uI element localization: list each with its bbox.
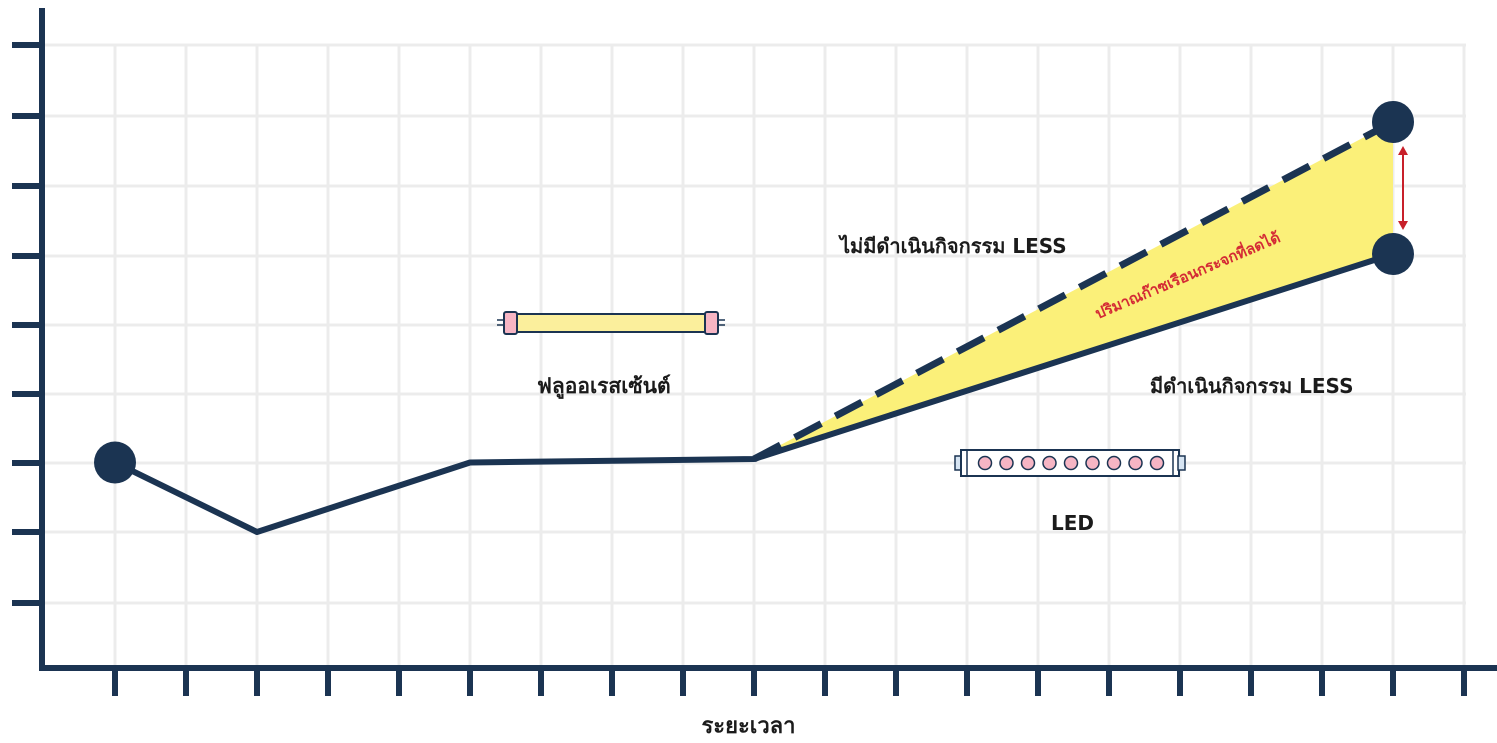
tube-cap-left	[503, 311, 518, 335]
led-label: LED	[1051, 511, 1095, 535]
led-cap-right	[1177, 455, 1186, 471]
endpoint-marker	[1372, 233, 1414, 275]
grid	[42, 43, 1466, 668]
led-dot	[1149, 455, 1165, 471]
arrow-head-up	[1398, 145, 1408, 155]
led-dot	[1020, 455, 1036, 471]
reduction-arrow	[1398, 145, 1408, 230]
led-tube-icon	[954, 449, 1186, 477]
led-dot	[1042, 455, 1057, 471]
x-axis-label: ระยะเวลา	[701, 714, 796, 739]
led-dot	[999, 455, 1014, 471]
reduction-area	[754, 121, 1393, 460]
led-dot	[1063, 455, 1079, 471]
endpoint-marker	[94, 441, 136, 484]
endpoints	[94, 100, 1414, 484]
arrow-head-down	[1398, 221, 1408, 230]
led-dot	[977, 455, 993, 471]
series-with-less-line	[113, 251, 1394, 535]
fluorescent-label: ฟลูออเรสเซ้นต์	[537, 374, 671, 398]
tube-body	[516, 313, 706, 333]
no-less-label: ไม่มีดำเนินกิจกรรม LESS	[840, 234, 1067, 258]
axes	[12, 8, 1497, 696]
fluorescent-tube-icon	[497, 311, 725, 335]
with-less-label: มีดำเนินกิจกรรม LESS	[1150, 374, 1354, 398]
led-dot	[1085, 455, 1100, 471]
tube-cap-right	[704, 311, 719, 335]
endpoint-marker	[1372, 100, 1414, 143]
series-no-less-line	[752, 118, 1395, 463]
led-dot	[1128, 455, 1143, 471]
led-dot	[1106, 455, 1122, 471]
